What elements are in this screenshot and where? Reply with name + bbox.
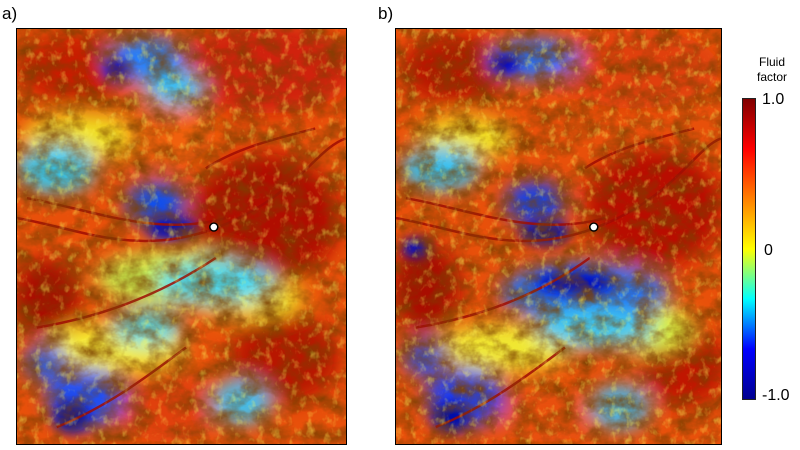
colorbar-title: Fluid factor	[750, 55, 794, 85]
colorbar-title-line2: factor	[756, 70, 787, 84]
colorbar	[742, 98, 756, 400]
colorbar-title-line1: Fluid	[758, 55, 785, 69]
fluid-factor-map-a-image	[17, 29, 346, 444]
fluid-factor-map-b-image	[396, 29, 721, 444]
colorbar-tick-min: -1.0	[762, 387, 790, 404]
fluid-factor-map-a	[16, 28, 347, 445]
well-marker-icon	[209, 222, 219, 232]
well-marker-icon	[589, 222, 599, 232]
panel-a-label: a)	[2, 4, 18, 23]
colorbar-tick-mid: 0	[764, 242, 773, 259]
fluid-factor-map-b	[395, 28, 722, 445]
panel-b-label: b)	[378, 4, 394, 23]
colorbar-tick-max: 1.0	[762, 91, 785, 108]
